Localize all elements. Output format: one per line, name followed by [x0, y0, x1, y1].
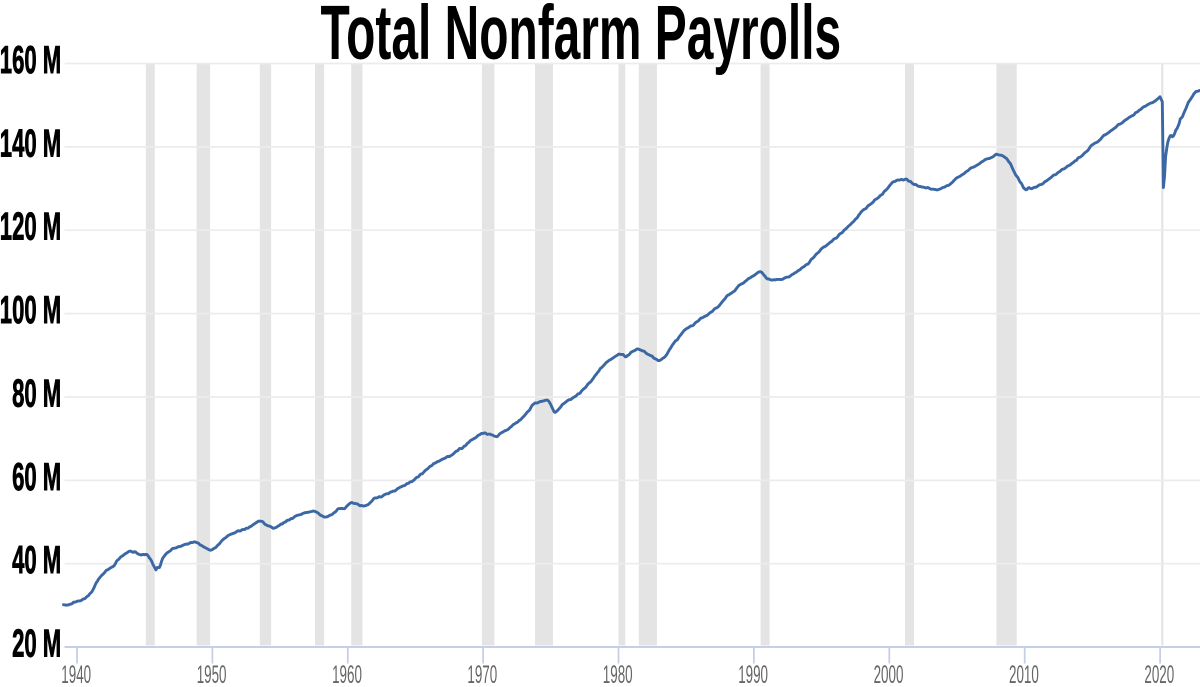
- svg-text:1940: 1940: [61, 662, 91, 687]
- svg-text:80 M: 80 M: [12, 371, 61, 415]
- svg-text:100 M: 100 M: [0, 287, 61, 331]
- svg-text:120 M: 120 M: [0, 204, 61, 248]
- svg-text:1950: 1950: [197, 662, 227, 687]
- svg-text:1960: 1960: [332, 662, 362, 687]
- svg-text:20 M: 20 M: [12, 621, 61, 665]
- svg-text:1980: 1980: [603, 662, 633, 687]
- svg-text:40 M: 40 M: [12, 537, 61, 581]
- svg-text:140 M: 140 M: [0, 121, 61, 165]
- svg-text:2020: 2020: [1144, 662, 1174, 687]
- svg-text:2000: 2000: [874, 662, 904, 687]
- svg-text:1990: 1990: [738, 662, 768, 687]
- svg-text:1970: 1970: [467, 662, 497, 687]
- svg-text:2010: 2010: [1009, 662, 1039, 687]
- svg-text:Total Nonfarm Payrolls: Total Nonfarm Payrolls: [320, 0, 841, 76]
- svg-text:160 M: 160 M: [0, 37, 61, 81]
- svg-text:60 M: 60 M: [12, 454, 61, 498]
